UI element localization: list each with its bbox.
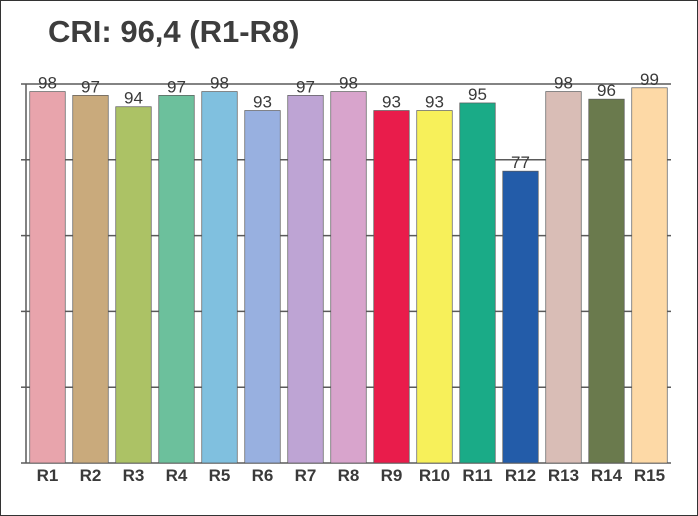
- bar-R15: [631, 87, 668, 464]
- bar-R2: [72, 95, 109, 464]
- x-tick-label-R4: R4: [166, 466, 188, 485]
- x-tick-label-R8: R8: [338, 466, 360, 485]
- bar-R11: [459, 102, 496, 464]
- x-tick-label-R6: R6: [252, 466, 274, 485]
- data-label-R9: 93: [382, 93, 401, 112]
- chart-title: CRI: 96,4 (R1-R8): [48, 14, 300, 49]
- data-label-R1: 98: [38, 74, 57, 93]
- data-label-R12: 77: [511, 153, 530, 172]
- bar-R14: [588, 98, 625, 464]
- x-tick-label-R7: R7: [295, 466, 317, 485]
- x-tick-label-R10: R10: [419, 466, 450, 485]
- bar-R3: [115, 106, 152, 464]
- x-tick-label-R1: R1: [37, 466, 59, 485]
- x-tick-label-R11: R11: [462, 466, 492, 485]
- x-tick-label-R9: R9: [381, 466, 403, 485]
- data-label-R3: 94: [124, 89, 143, 108]
- x-tick-label-R2: R2: [80, 466, 102, 485]
- data-label-R8: 98: [339, 74, 358, 93]
- data-label-R13: 98: [554, 74, 573, 93]
- data-label-R5: 98: [210, 74, 229, 93]
- bar-R12: [502, 170, 539, 464]
- x-tick-label-R15: R15: [634, 466, 665, 485]
- data-label-R2: 97: [81, 77, 100, 96]
- data-label-R10: 93: [425, 93, 444, 112]
- bar-R13: [545, 91, 582, 464]
- bar-R10: [416, 110, 453, 464]
- data-label-R11: 95: [468, 85, 487, 104]
- bar-R1: [29, 91, 66, 464]
- data-label-R15: 99: [640, 70, 659, 89]
- x-tick-label-R3: R3: [123, 466, 145, 485]
- data-label-R6: 93: [253, 93, 272, 112]
- data-label-R4: 97: [167, 77, 186, 96]
- x-tick-label-R13: R13: [548, 466, 579, 485]
- bar-R8: [330, 91, 367, 464]
- data-label-R7: 97: [296, 77, 315, 96]
- x-tick-label-R14: R14: [591, 466, 623, 485]
- x-tick-label-R5: R5: [209, 466, 231, 485]
- x-tick-label-R12: R12: [505, 466, 536, 485]
- bar-R5: [201, 91, 238, 464]
- bar-R4: [158, 95, 195, 464]
- bar-R6: [244, 110, 281, 464]
- bar-R9: [373, 110, 410, 464]
- bar-R7: [287, 95, 324, 464]
- data-label-R14: 96: [597, 81, 616, 100]
